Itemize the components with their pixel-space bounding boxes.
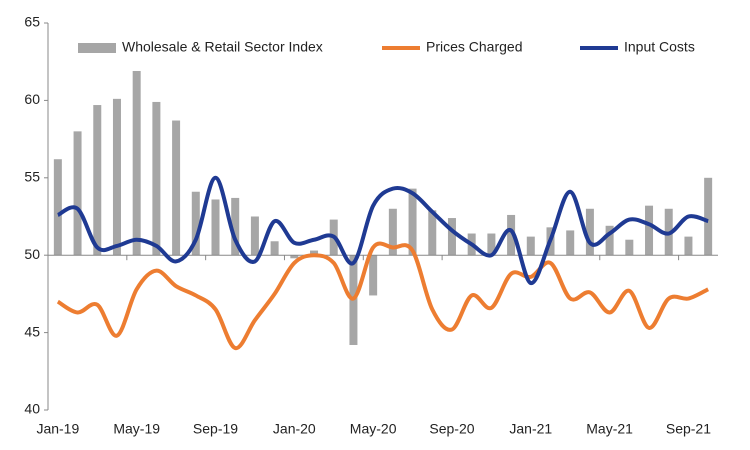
bar (231, 197, 240, 256)
x-tick-label: Sep-21 (666, 421, 711, 437)
bar (684, 236, 693, 256)
legend-swatch (78, 43, 116, 53)
bar (605, 225, 614, 256)
bar (428, 210, 437, 256)
bar (172, 120, 181, 256)
bar (290, 255, 299, 259)
bar (447, 218, 456, 256)
bar (112, 98, 121, 256)
bar (73, 131, 82, 256)
y-tick-label: 40 (24, 401, 40, 417)
x-tick-label: Sep-19 (193, 421, 238, 437)
bar (487, 233, 496, 256)
bar (645, 205, 654, 256)
bar (388, 208, 397, 256)
y-tick-label: 60 (24, 91, 40, 107)
bar (211, 199, 220, 256)
legend-label: Wholesale & Retail Sector Index (122, 39, 323, 55)
bar (93, 105, 102, 256)
bar (625, 239, 634, 256)
x-tick-label: Jan-19 (36, 421, 79, 437)
bar (132, 70, 141, 256)
line (56, 175, 709, 286)
y-tick-label: 50 (24, 246, 40, 262)
x-tick-label: Jan-20 (273, 421, 316, 437)
line (56, 241, 710, 351)
bar (566, 230, 575, 256)
bar (191, 191, 200, 256)
bar (270, 241, 279, 256)
bar (369, 255, 378, 296)
x-tick-label: May-21 (586, 421, 633, 437)
legend-label: Input Costs (624, 39, 695, 55)
x-tick-label: May-20 (350, 421, 397, 437)
bar (310, 250, 319, 256)
y-tick-label: 65 (24, 14, 40, 30)
x-tick-label: May-19 (113, 421, 160, 437)
bar (408, 188, 417, 256)
bar (152, 101, 161, 256)
bar (526, 236, 535, 256)
bar (704, 177, 713, 256)
x-tick-label: Sep-20 (429, 421, 474, 437)
y-tick-label: 55 (24, 169, 40, 185)
legend-label: Prices Charged (426, 39, 523, 55)
bar (507, 214, 516, 256)
bar (250, 216, 259, 256)
y-tick-label: 45 (24, 323, 40, 339)
bar (53, 159, 62, 256)
x-tick-label: Jan-21 (509, 421, 552, 437)
bar (585, 208, 594, 256)
